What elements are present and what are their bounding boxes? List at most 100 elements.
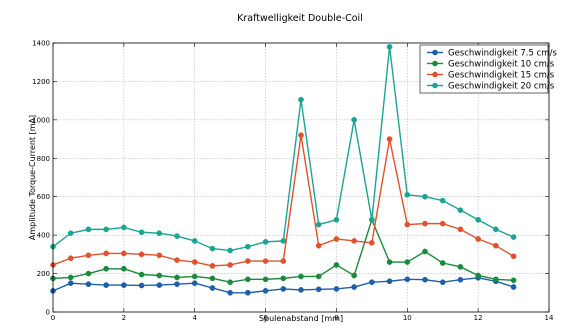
data-point (103, 282, 109, 288)
data-point (262, 258, 269, 264)
tick-layer: 0 2 4 6 8 10 12 14 0 200 400 600 800 1000 1200 1400 (32, 40, 554, 323)
y-axis-label: Amplitude Torque-Current [mA] (28, 115, 37, 240)
data-point (439, 197, 446, 204)
data-point (386, 136, 393, 142)
series-1 (50, 274, 517, 296)
data-point (245, 243, 251, 250)
data-point (369, 216, 375, 223)
legend-entry: Geschwindigkeit 10 cm/s (427, 60, 555, 70)
data-point (156, 230, 163, 237)
data-point (156, 252, 163, 259)
data-point (121, 250, 127, 257)
data-point (138, 251, 145, 258)
data-point (475, 272, 481, 279)
data-point (191, 273, 198, 280)
data-point (404, 259, 411, 265)
data-point (333, 262, 340, 268)
data-point (457, 263, 464, 270)
data-point (422, 220, 428, 227)
x-tick-label: 10 (403, 314, 412, 322)
data-point (227, 262, 233, 268)
data-point (493, 276, 499, 283)
y-tick-label: 400 (37, 232, 50, 240)
x-tick-label: 4 (192, 314, 197, 322)
data-point (67, 255, 74, 262)
y-tick-label: 0 (46, 309, 50, 317)
data-point (121, 224, 127, 231)
data-point (174, 281, 180, 287)
legend: Geschwindigkeit 7.5 cm/sGeschwindigkeit … (419, 44, 557, 94)
data-point (351, 284, 357, 290)
data-point (298, 132, 304, 139)
data-point (209, 245, 216, 252)
data-point (333, 216, 340, 223)
legend-marker (432, 82, 438, 89)
data-point (315, 242, 322, 249)
data-point (227, 289, 233, 296)
data-point (85, 281, 92, 287)
data-point (369, 239, 375, 246)
x-tick-label: 0 (51, 314, 55, 322)
data-point (315, 221, 322, 228)
plot-frame (52, 42, 550, 313)
data-point (280, 286, 287, 292)
data-point (262, 239, 269, 245)
data-point (369, 279, 375, 286)
data-point (156, 272, 163, 279)
legend-label: Geschwindigkeit 15 cm/s (448, 71, 555, 81)
data-point (404, 276, 411, 283)
data-point (85, 226, 92, 233)
legend-marker (432, 49, 438, 56)
data-point (174, 233, 180, 239)
y-tick-label: 1200 (32, 78, 50, 86)
data-point (227, 247, 233, 254)
data-point (191, 259, 198, 265)
data-point (85, 252, 92, 259)
data-point (227, 279, 233, 286)
data-point (439, 279, 446, 286)
y-tick-label: 800 (37, 155, 50, 163)
data-point (404, 191, 411, 198)
data-point (85, 270, 92, 277)
chart-title: Kraftwelligkeit Double-Coil (237, 13, 363, 24)
data-point (298, 96, 304, 103)
data-point (209, 285, 216, 291)
data-point (262, 288, 269, 294)
data-point (386, 259, 393, 265)
data-point (209, 263, 216, 269)
series-4 (50, 43, 517, 254)
legend-entry: Geschwindigkeit 20 cm/s (427, 82, 555, 92)
data-point (510, 234, 517, 240)
series-3 (50, 132, 517, 269)
data-point (67, 230, 74, 237)
data-point (245, 276, 251, 283)
data-point (457, 226, 464, 233)
legend-entry: Geschwindigkeit 7.5 cm/s (427, 49, 557, 59)
legend-label: Geschwindigkeit 10 cm/s (448, 60, 555, 70)
legend-entry: Geschwindigkeit 15 cm/s (427, 71, 555, 81)
data-point (351, 238, 357, 244)
data-point (209, 275, 216, 282)
x-tick-label: 2 (122, 314, 126, 322)
legend-label: Geschwindigkeit 7.5 cm/s (448, 49, 557, 59)
data-point (174, 274, 180, 281)
data-point (280, 238, 287, 244)
data-point (103, 265, 109, 272)
data-point (493, 242, 499, 249)
data-point (439, 260, 446, 266)
data-point (315, 286, 322, 293)
data-point (493, 226, 499, 233)
data-point (67, 274, 74, 281)
data-point (191, 238, 198, 244)
legend-label: Geschwindigkeit 20 cm/s (448, 82, 555, 92)
data-point (121, 265, 127, 272)
y-tick-label: 1400 (32, 40, 50, 48)
data-point (245, 289, 251, 296)
data-point (386, 43, 393, 50)
data-point (351, 117, 357, 123)
x-tick-label: 6 (263, 314, 268, 322)
data-point (138, 229, 145, 236)
data-point (103, 226, 109, 233)
data-point (245, 258, 251, 264)
data-point (262, 276, 269, 283)
